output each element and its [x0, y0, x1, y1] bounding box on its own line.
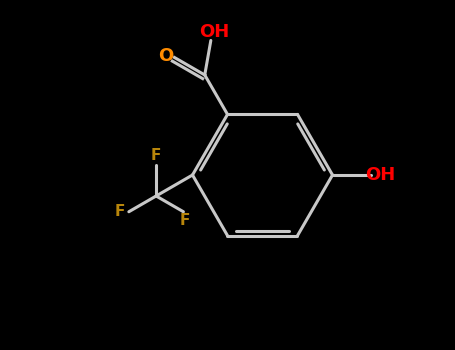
Text: F: F [115, 204, 125, 219]
Text: F: F [151, 148, 162, 163]
Text: F: F [180, 213, 190, 228]
Text: OH: OH [199, 23, 229, 41]
Text: O: O [158, 47, 173, 65]
Text: OH: OH [364, 166, 395, 184]
